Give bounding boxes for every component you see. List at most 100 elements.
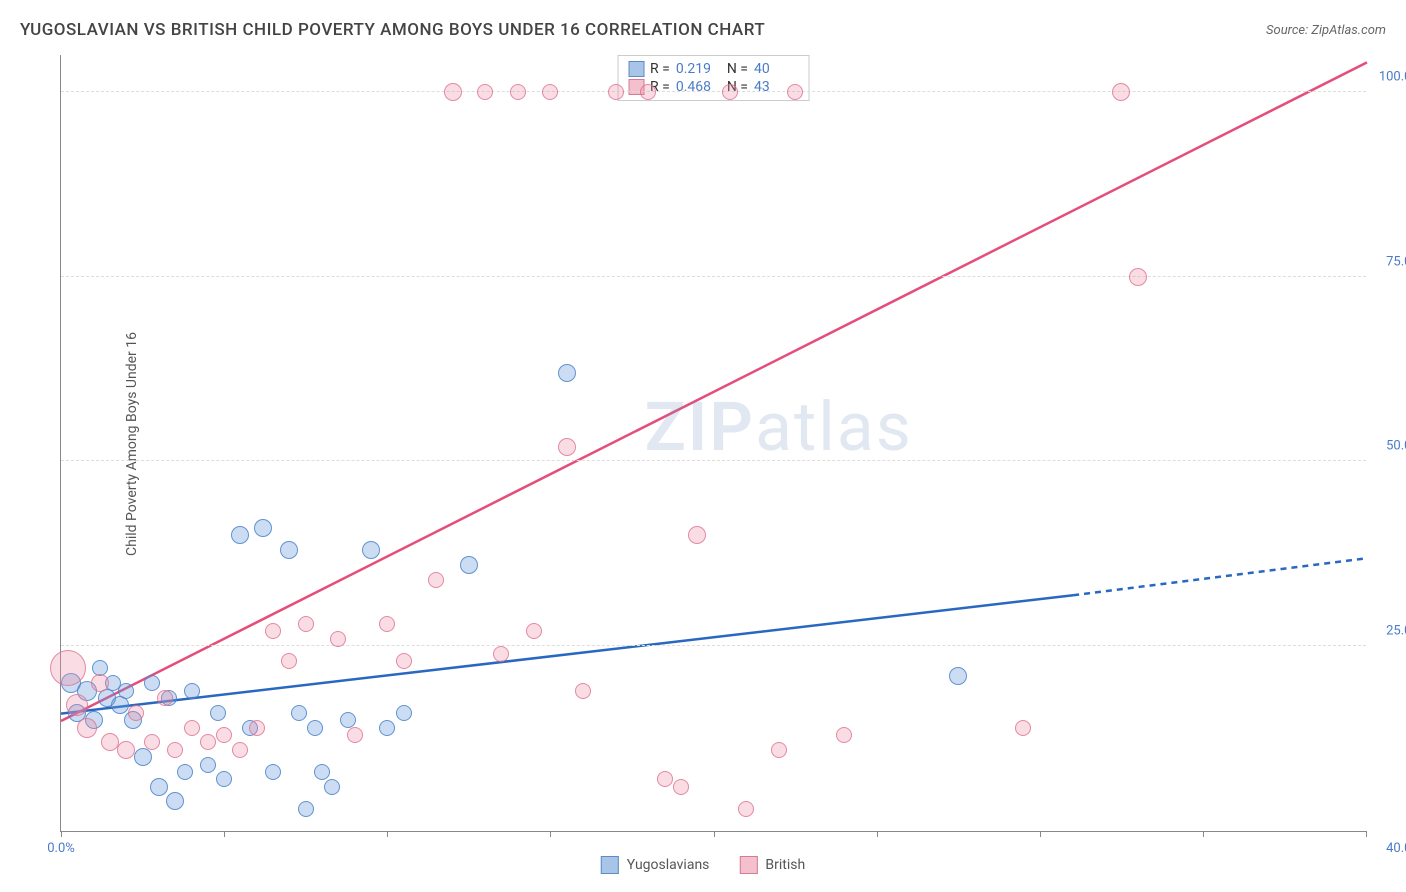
scatter-marker bbox=[254, 519, 272, 537]
scatter-marker bbox=[722, 84, 738, 100]
legend-swatch bbox=[601, 856, 619, 874]
scatter-marker bbox=[200, 757, 216, 773]
scatter-marker bbox=[608, 84, 624, 100]
scatter-marker bbox=[362, 541, 380, 559]
stats-n-label: N = bbox=[727, 61, 748, 77]
scatter-marker bbox=[50, 650, 86, 686]
scatter-marker bbox=[177, 764, 193, 780]
scatter-marker bbox=[281, 653, 297, 669]
source-attribution: Source: ZipAtlas.com bbox=[1266, 23, 1386, 38]
scatter-marker bbox=[510, 84, 526, 100]
trendlines-svg bbox=[61, 55, 1366, 831]
scatter-marker bbox=[249, 720, 265, 736]
gridline bbox=[61, 276, 1366, 277]
x-tick bbox=[877, 831, 878, 837]
scatter-marker bbox=[1015, 720, 1031, 736]
scatter-marker bbox=[166, 792, 184, 810]
scatter-marker bbox=[1129, 268, 1147, 286]
scatter-marker bbox=[526, 623, 542, 639]
x-tick bbox=[1366, 831, 1367, 837]
scatter-marker bbox=[231, 526, 249, 544]
x-tick-label-start: 0.0% bbox=[47, 841, 75, 856]
scatter-marker bbox=[444, 83, 462, 101]
scatter-marker bbox=[314, 764, 330, 780]
scatter-marker bbox=[428, 572, 444, 588]
scatter-marker bbox=[291, 705, 307, 721]
y-tick-label: 100.0% bbox=[1379, 69, 1406, 84]
trendline bbox=[61, 595, 1073, 713]
x-tick bbox=[714, 831, 715, 837]
scatter-marker bbox=[1112, 83, 1130, 101]
gridline bbox=[61, 460, 1366, 461]
scatter-marker bbox=[396, 653, 412, 669]
scatter-marker bbox=[184, 720, 200, 736]
scatter-marker bbox=[673, 779, 689, 795]
scatter-marker bbox=[330, 631, 346, 647]
legend-item: Yugoslavians bbox=[601, 856, 710, 874]
scatter-marker bbox=[493, 646, 509, 662]
bottom-legend: Yugoslavians British bbox=[601, 856, 805, 874]
scatter-marker bbox=[265, 623, 281, 639]
scatter-marker bbox=[460, 556, 478, 574]
stats-n-value: 40 bbox=[754, 61, 799, 77]
trendline bbox=[61, 62, 1367, 721]
scatter-marker bbox=[379, 616, 395, 632]
scatter-marker bbox=[66, 694, 88, 716]
scatter-marker bbox=[298, 616, 314, 632]
scatter-marker bbox=[575, 683, 591, 699]
y-tick-label: 75.0% bbox=[1386, 254, 1406, 269]
scatter-marker bbox=[657, 771, 673, 787]
scatter-marker bbox=[144, 734, 160, 750]
scatter-marker bbox=[688, 526, 706, 544]
chart-header: YUGOSLAVIAN VS BRITISH CHILD POVERTY AMO… bbox=[20, 20, 1386, 40]
scatter-marker bbox=[101, 733, 119, 751]
stats-row: R = 0.219 N = 40 bbox=[628, 60, 799, 78]
scatter-marker bbox=[738, 801, 754, 817]
scatter-marker bbox=[477, 84, 493, 100]
trendline-dashed bbox=[1073, 558, 1367, 595]
stats-r-value: 0.468 bbox=[676, 79, 721, 95]
scatter-marker bbox=[347, 727, 363, 743]
scatter-marker bbox=[232, 742, 248, 758]
scatter-marker bbox=[200, 734, 216, 750]
scatter-marker bbox=[340, 712, 356, 728]
scatter-marker bbox=[640, 84, 656, 100]
scatter-marker bbox=[836, 727, 852, 743]
scatter-marker bbox=[77, 718, 97, 738]
legend-label: British bbox=[765, 857, 805, 873]
scatter-marker bbox=[949, 667, 967, 685]
scatter-marker bbox=[771, 742, 787, 758]
scatter-marker bbox=[128, 705, 144, 721]
scatter-marker bbox=[184, 683, 200, 699]
scatter-marker bbox=[118, 683, 134, 699]
scatter-marker bbox=[216, 771, 232, 787]
stats-r-value: 0.219 bbox=[676, 61, 721, 77]
y-tick-label: 50.0% bbox=[1386, 439, 1406, 454]
plot-region: ZIPatlas R =0.219N =40R =0.468N =43 25.0… bbox=[60, 55, 1366, 832]
scatter-marker bbox=[558, 438, 576, 456]
stats-r-label: R = bbox=[650, 61, 670, 77]
scatter-marker bbox=[210, 705, 226, 721]
chart-area: Child Poverty Among Boys Under 16 ZIPatl… bbox=[60, 55, 1366, 832]
scatter-marker bbox=[167, 742, 183, 758]
scatter-marker bbox=[117, 741, 135, 759]
scatter-marker bbox=[91, 674, 109, 692]
gridline bbox=[61, 91, 1366, 92]
x-tick bbox=[61, 831, 62, 837]
scatter-marker bbox=[265, 764, 281, 780]
x-tick bbox=[1040, 831, 1041, 837]
scatter-marker bbox=[144, 675, 160, 691]
legend-swatch bbox=[739, 856, 757, 874]
scatter-marker bbox=[324, 779, 340, 795]
scatter-marker bbox=[542, 84, 558, 100]
chart-title: YUGOSLAVIAN VS BRITISH CHILD POVERTY AMO… bbox=[20, 20, 765, 40]
gridline bbox=[61, 645, 1366, 646]
x-tick bbox=[224, 831, 225, 837]
scatter-marker bbox=[157, 690, 173, 706]
legend-item: British bbox=[739, 856, 805, 874]
y-tick-label: 25.0% bbox=[1386, 624, 1406, 639]
scatter-marker bbox=[134, 748, 152, 766]
legend-label: Yugoslavians bbox=[627, 857, 710, 873]
scatter-marker bbox=[396, 705, 412, 721]
x-tick bbox=[387, 831, 388, 837]
